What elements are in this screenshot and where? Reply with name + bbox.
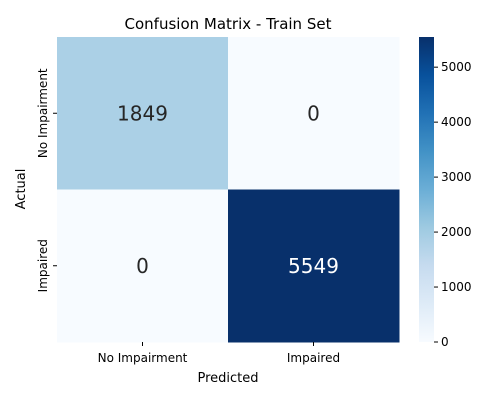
heatmap-cells: 1849 0 0 5549 <box>57 37 400 343</box>
chart-title: Confusion Matrix - Train Set <box>125 15 332 33</box>
y-axis-ticks: No Impairment Impaired <box>36 68 57 292</box>
cell-value-label: 5549 <box>288 254 339 278</box>
colorbar-tick-label: 2000 <box>441 225 472 239</box>
x-tick-label: No Impairment <box>98 351 188 365</box>
colorbar-tick-label: 0 <box>441 335 449 349</box>
x-axis-ticks: No Impairment Impaired <box>98 342 340 365</box>
cell-value-label: 0 <box>136 254 149 278</box>
x-axis-label: Predicted <box>197 371 258 386</box>
y-tick-label: Impaired <box>36 239 50 292</box>
x-tick-label: Impaired <box>287 351 340 365</box>
colorbar-tick-label: 4000 <box>441 115 472 129</box>
y-tick-label: No Impairment <box>36 68 50 158</box>
colorbar-tick-label: 5000 <box>441 60 472 74</box>
colorbar-tick-label: 1000 <box>441 280 472 294</box>
cell-value-label: 0 <box>307 101 320 125</box>
colorbar: 0 1000 2000 3000 4000 5000 <box>419 37 472 349</box>
colorbar-gradient <box>419 37 434 342</box>
colorbar-tick-label: 3000 <box>441 170 472 184</box>
cell-value-label: 1849 <box>117 101 168 125</box>
y-axis-label: Actual <box>14 169 29 210</box>
